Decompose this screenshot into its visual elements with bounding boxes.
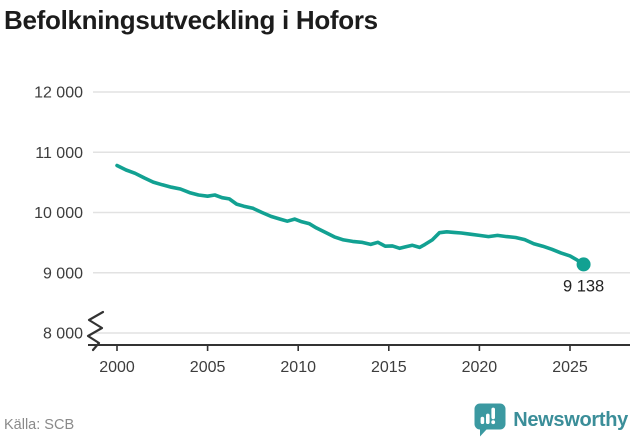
- x-tick-label: 2015: [371, 359, 407, 376]
- x-axis: [86, 310, 630, 352]
- y-tick-label: 9 000: [43, 265, 83, 282]
- x-tick-label: 2025: [552, 359, 588, 376]
- logo-exclamation-dot: [491, 420, 496, 425]
- newsworthy-bubble-icon: [474, 403, 506, 437]
- data-series: 9 138: [115, 163, 604, 295]
- source-label: Källa: SCB: [4, 417, 75, 433]
- y-tick-label: 11 000: [35, 145, 83, 162]
- x-tick-label: 2010: [280, 359, 316, 376]
- gridlines: [93, 91, 630, 334]
- brand-wordmark: Newsworthy: [513, 408, 628, 431]
- x-axis-labels: 2000 2005 2010 2015 2020 2025: [99, 359, 588, 376]
- x-tick-label: 2020: [462, 359, 498, 376]
- end-point-dot: [576, 257, 591, 272]
- x-tick-label: 2000: [99, 359, 135, 376]
- logo-bar-medium: [486, 413, 490, 424]
- population-line: [115, 163, 586, 267]
- y-tick-label: 8 000: [43, 326, 83, 343]
- page-title: Befolkningsutveckling i Hofors: [4, 5, 378, 35]
- y-tick-label: 10 000: [34, 205, 83, 222]
- logo-bar-tall: [491, 407, 496, 420]
- x-tick-label: 2005: [190, 359, 226, 376]
- logo-bar-short: [480, 416, 485, 424]
- axis-break-icon: [86, 310, 105, 352]
- y-axis-labels: 12 000 11 000 10 000 9 000 8 000: [34, 85, 83, 343]
- newsworthy-logo[interactable]: Newsworthy: [474, 403, 628, 437]
- end-value-label: 9 138: [563, 277, 604, 295]
- y-tick-label: 12 000: [34, 85, 83, 102]
